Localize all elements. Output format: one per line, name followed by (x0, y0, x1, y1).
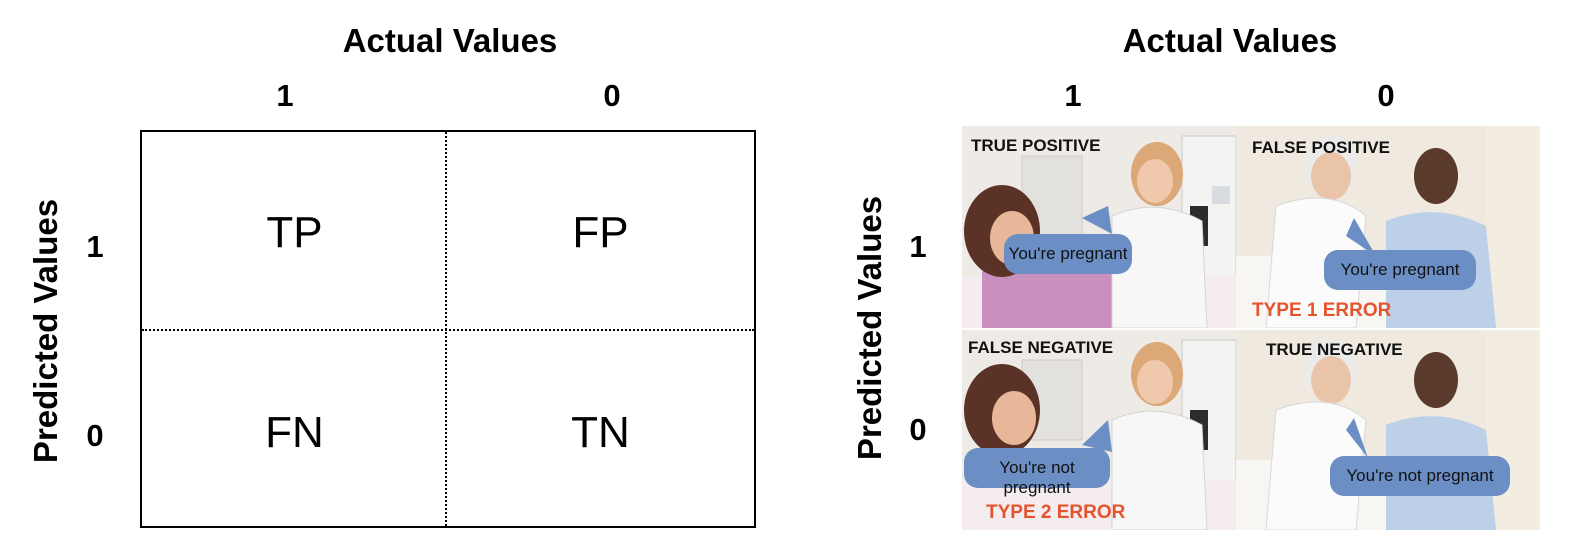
panel-true-negative: TRUE NEGATIVE You're not pregnant (1236, 330, 1540, 530)
grid-horizontal-divider (142, 329, 754, 331)
left-predicted-values-label: Predicted Values (27, 198, 64, 464)
pregnancy-scene-illustration (962, 330, 1236, 530)
cell-tn: TN (571, 408, 630, 457)
male-patient-scene-illustration (1236, 330, 1540, 530)
right-col-label-0: 0 (1377, 78, 1395, 113)
left-actual-values-header: Actual Values (342, 22, 558, 59)
left-col-label-0: 0 (603, 78, 621, 113)
speech-bubble-true-positive: You're pregnant (1008, 244, 1128, 263)
right-predicted-values-label: Predicted Values (851, 195, 888, 461)
speech-bubble-false-negative: You're not pregnant (999, 458, 1075, 497)
cell-fp: FP (572, 208, 629, 257)
left-row-label-0: 0 (86, 418, 104, 453)
caption-true-negative: TRUE NEGATIVE (1266, 340, 1403, 359)
left-col-label-1: 1 (276, 78, 294, 113)
left-row-label-1: 1 (86, 229, 104, 264)
caption-false-positive: FALSE POSITIVE (1252, 138, 1390, 157)
pregnancy-scene-illustration (962, 126, 1236, 328)
caption-true-positive: TRUE POSITIVE (971, 136, 1101, 155)
type-2-error-label: TYPE 2 ERROR (986, 502, 1126, 523)
confusion-matrix-grid: TP FP FN TN (140, 130, 756, 528)
male-patient-scene-illustration (1236, 126, 1540, 328)
panel-false-negative: FALSE NEGATIVE You're not pregnant TYPE … (962, 330, 1236, 530)
cell-fn: FN (265, 408, 324, 457)
cell-tp: TP (266, 208, 323, 257)
type-1-error-label: TYPE 1 ERROR (1252, 300, 1392, 321)
caption-false-negative: FALSE NEGATIVE (968, 338, 1114, 357)
speech-bubble-true-negative: You're not pregnant (1346, 466, 1494, 485)
right-actual-values-header: Actual Values (1122, 22, 1338, 59)
speech-bubble-false-positive: You're pregnant (1340, 260, 1460, 279)
right-row-label-0: 0 (909, 412, 927, 447)
panel-false-positive: FALSE POSITIVE You're pregnant TYPE 1 ER… (1236, 126, 1540, 328)
right-row-label-1: 1 (909, 229, 927, 264)
panel-true-positive: TRUE POSITIVE You're pregnant (962, 126, 1236, 328)
right-col-label-1: 1 (1064, 78, 1082, 113)
